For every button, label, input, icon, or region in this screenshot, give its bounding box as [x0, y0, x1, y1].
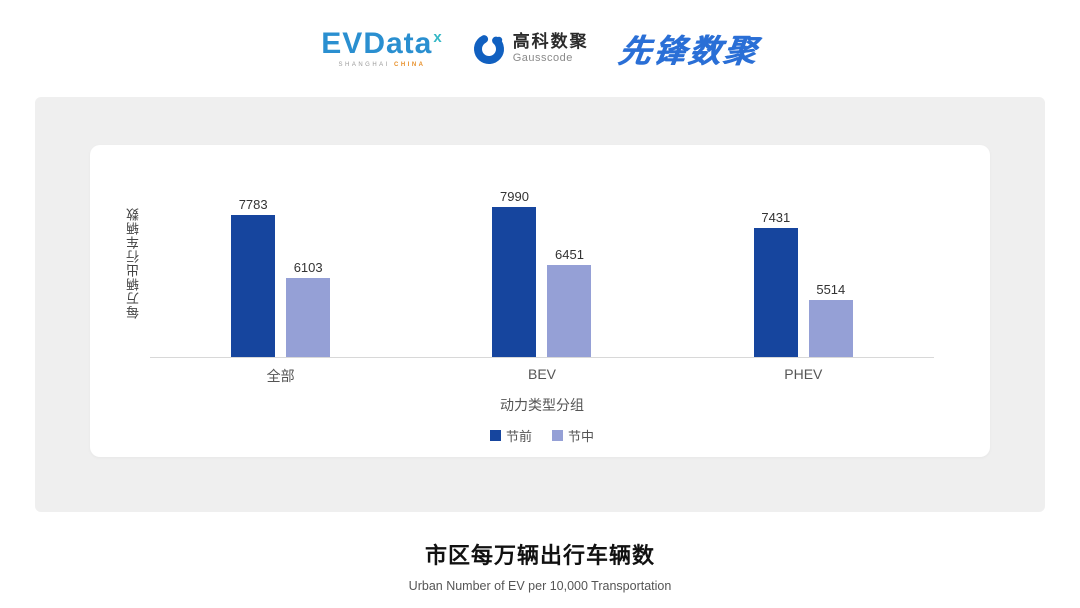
legend-label: 节中 — [568, 429, 595, 444]
bar-wrap: 6451 — [547, 247, 592, 358]
bar-chart: 7783 6103 7990 6451 7431 5514 全部 BEV PHEV 动力类型分… — [150, 167, 934, 445]
evdata-logo-subtext: SHANGHAI CHINA — [338, 62, 425, 68]
x-axis-line — [150, 357, 934, 358]
evdata-logo-text: EVDatax — [321, 29, 442, 59]
bar-value-label: 6451 — [555, 247, 584, 263]
category-labels: 全部 BEV PHEV — [150, 366, 934, 386]
bar-value-label: 7990 — [500, 189, 529, 205]
bar-group: 7990 6451 — [411, 167, 672, 358]
bar-节前 — [231, 215, 276, 358]
legend-swatch — [489, 430, 501, 441]
evdata-sub-china: CHINA — [394, 62, 426, 68]
xianfeng-logo: 先锋数聚 — [615, 32, 761, 69]
bar-value-label: 5514 — [816, 282, 846, 298]
bar-wrap: 7783 — [231, 197, 276, 358]
bar-groups: 7783 6103 7990 6451 7431 5514 — [150, 167, 934, 358]
bar-group: 7783 6103 — [150, 167, 411, 358]
bar-节中 — [547, 265, 592, 358]
bar-wrap: 7990 — [492, 189, 537, 358]
bar-wrap: 6103 — [286, 260, 331, 358]
legend-item: 节前 — [489, 426, 532, 445]
chart-panel: 每万辆出行车辆数 7783 6103 7990 6451 7431 5514 全部 BEV P… — [35, 97, 1045, 512]
y-axis-label-wrap: 每万辆出行车辆数 — [116, 167, 150, 359]
category-label: PHEV — [784, 366, 823, 382]
gausscode-cn: 高科数聚 — [512, 32, 589, 52]
gausscode-logo: 高科数聚 Gausscode — [473, 32, 589, 64]
evdata-logo: EVDatax SHANGHAI CHINA — [321, 29, 442, 69]
bar-value-label: 7431 — [761, 210, 791, 226]
bar-节前 — [753, 228, 798, 358]
page-subtitle: Urban Number of EV per 10,000 Transporta… — [408, 579, 672, 593]
evdata-sup-x: x — [433, 29, 443, 46]
legend-label: 节前 — [505, 429, 532, 444]
bar-节中 — [808, 300, 853, 358]
bar-group: 7431 5514 — [673, 167, 934, 358]
header: EVDatax SHANGHAI CHINA 高科数聚 Gausscode 先锋… — [0, 0, 1080, 97]
bar-节中 — [286, 278, 331, 358]
gausscode-logo-text: 高科数聚 Gausscode — [513, 32, 589, 64]
legend-swatch — [552, 430, 563, 441]
evdata-wordmark: EVData — [321, 27, 433, 60]
gausscode-circle-icon — [473, 33, 505, 65]
footer: 市区每万辆出行车辆数 Urban Number of EV per 10,000… — [0, 538, 1080, 593]
evdata-sub-shanghai: SHANGHAI — [338, 62, 394, 68]
chart-card: 每万辆出行车辆数 7783 6103 7990 6451 7431 5514 全部 BEV P… — [90, 145, 990, 457]
gausscode-en: Gausscode — [512, 51, 573, 64]
bar-wrap: 5514 — [808, 282, 853, 358]
bar-value-label: 7783 — [238, 197, 268, 213]
x-axis-title: 动力类型分组 — [500, 397, 584, 413]
bar-wrap: 7431 — [753, 210, 798, 358]
page-title: 市区每万辆出行车辆数 — [424, 543, 655, 568]
bar-value-label: 6103 — [293, 260, 323, 276]
category-label: BEV — [527, 366, 556, 382]
bar-节前 — [492, 207, 537, 358]
category-label: 全部 — [266, 368, 295, 384]
legend: 节前 节中 — [150, 426, 934, 445]
legend-item: 节中 — [552, 426, 594, 445]
y-axis-label: 每万辆出行车辆数 — [125, 207, 141, 319]
